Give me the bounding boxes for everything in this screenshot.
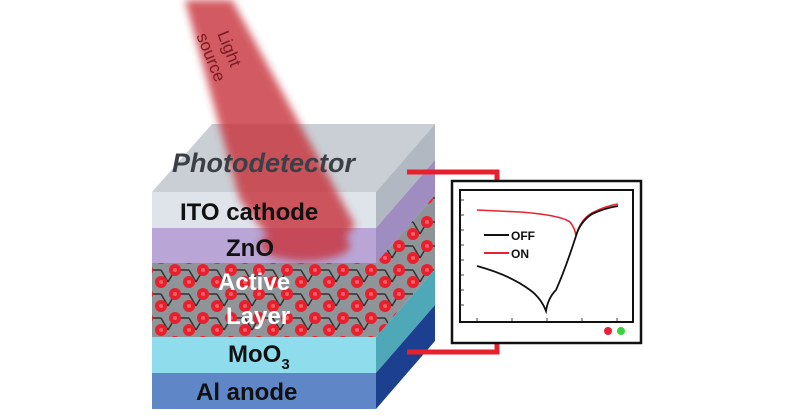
zno-label: ZnO <box>226 235 274 262</box>
light-beam <box>185 0 355 261</box>
side-zno <box>376 160 435 263</box>
legend-on-label: ON <box>511 247 529 261</box>
photodetector-label: Photodetector <box>172 148 356 178</box>
indicator-red <box>604 327 612 335</box>
curve-off <box>476 205 619 315</box>
side-moo3 <box>376 269 435 373</box>
monitor-screen <box>459 189 634 323</box>
active-label: Active <box>218 269 290 296</box>
al-anode-label: Al anode <box>196 379 297 406</box>
layer-active <box>152 263 376 337</box>
moo3-label: MoO3 <box>228 341 290 373</box>
layer-label: Layer <box>226 303 290 330</box>
layer-moo3 <box>152 337 376 373</box>
plot-ticks <box>461 199 618 321</box>
side-active <box>376 195 435 337</box>
ito-label: ITO cathode <box>180 199 318 226</box>
indicator-green <box>617 327 625 335</box>
side-al <box>376 305 435 409</box>
legend-off-label: OFF <box>511 229 535 243</box>
top-wire <box>407 169 500 181</box>
side-ito <box>376 124 435 228</box>
layer-al <box>152 373 376 409</box>
bottom-wire <box>407 343 500 355</box>
